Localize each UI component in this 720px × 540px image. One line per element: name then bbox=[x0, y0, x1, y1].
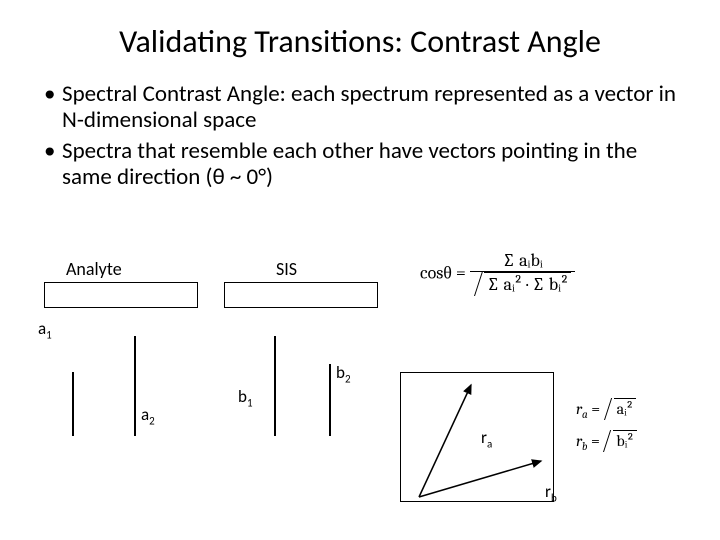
formula-cos-lhs: cosθ = bbox=[420, 263, 466, 284]
sqrt-icon: aᵢ² bbox=[604, 398, 637, 420]
formula-ra: ra = aᵢ² bbox=[576, 398, 636, 421]
peak-a1 bbox=[72, 372, 74, 436]
analyte-label: Analyte bbox=[66, 258, 122, 280]
sqrt-icon: bᵢ² bbox=[603, 430, 636, 452]
formula-cos-frac: ∑ aᵢbᵢ ∑ aᵢ² · ∑ bᵢ² bbox=[470, 250, 576, 296]
bullet-item: Spectra that resemble each other have ve… bbox=[44, 138, 676, 191]
label-ra: ra bbox=[481, 427, 492, 450]
sis-box bbox=[224, 282, 378, 308]
label-a2: a2 bbox=[141, 404, 155, 427]
peak-b2 bbox=[329, 364, 331, 436]
vector-diagram: ra rb bbox=[400, 372, 554, 502]
analyte-peak-area bbox=[44, 308, 198, 436]
formula-ra-rad: aᵢ² bbox=[614, 398, 637, 420]
vector-rb bbox=[419, 461, 541, 497]
sis-peak-area bbox=[224, 308, 378, 436]
sis-label: SIS bbox=[276, 258, 297, 280]
label-b2: b2 bbox=[336, 362, 351, 385]
label-rb: rb bbox=[545, 481, 557, 504]
label-a1: a1 bbox=[38, 318, 52, 341]
formula-cos-num: ∑ aᵢbᵢ bbox=[470, 250, 576, 271]
bullet-list: Spectral Contrast Angle: each spectrum r… bbox=[0, 75, 720, 191]
formula-rb: rb = bᵢ² bbox=[576, 430, 637, 453]
formula-cos: cosθ = ∑ aᵢbᵢ ∑ aᵢ² · ∑ bᵢ² bbox=[420, 250, 575, 296]
peak-a2 bbox=[134, 336, 136, 436]
formula-cos-den: ∑ aᵢ² · ∑ bᵢ² bbox=[470, 271, 576, 296]
bullet-item: Spectral Contrast Angle: each spectrum r… bbox=[44, 81, 676, 134]
vector-ra bbox=[419, 385, 471, 497]
formula-cos-den-inner: ∑ aᵢ² · ∑ bᵢ² bbox=[484, 272, 572, 296]
slide-title: Validating Transitions: Contrast Angle bbox=[0, 0, 720, 75]
vector-svg bbox=[401, 373, 555, 503]
analyte-box bbox=[44, 282, 198, 308]
sqrt-icon: ∑ aᵢ² · ∑ bᵢ² bbox=[474, 272, 572, 296]
label-b1: b1 bbox=[238, 386, 253, 409]
formula-rb-rad: bᵢ² bbox=[613, 430, 636, 452]
peak-b1 bbox=[274, 336, 276, 436]
